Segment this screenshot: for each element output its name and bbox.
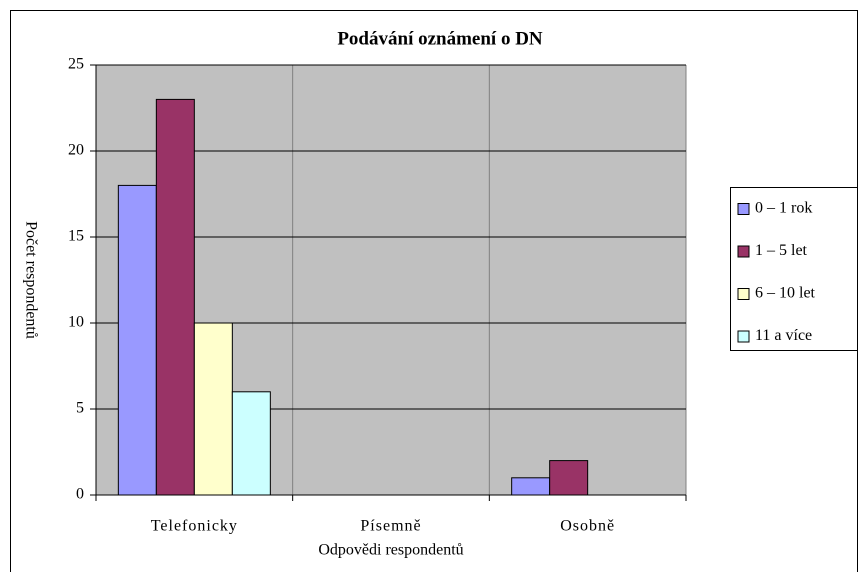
legend-box bbox=[730, 187, 858, 351]
chart-title: Podávání oznámení o DN bbox=[337, 28, 543, 49]
legend-label: 0 – 1 rok bbox=[755, 200, 812, 217]
x-tick-label: Telefonicky bbox=[151, 518, 238, 535]
y-tick-label: 20 bbox=[68, 142, 84, 159]
y-tick-label: 0 bbox=[76, 486, 84, 503]
legend-swatch bbox=[737, 203, 750, 215]
y-axis-label: Počet respondentů bbox=[22, 221, 39, 339]
legend-label: 6 – 10 let bbox=[755, 285, 816, 302]
x-tick-label: Osobně bbox=[560, 518, 615, 535]
legend-label: 1 – 5 let bbox=[755, 242, 808, 259]
y-tick-label: 10 bbox=[68, 314, 84, 331]
legend-swatch bbox=[737, 245, 750, 258]
legend-swatch bbox=[737, 288, 750, 300]
bar bbox=[231, 391, 271, 496]
legend-label: 11 a více bbox=[755, 327, 812, 344]
x-tick-label: Písemně bbox=[360, 518, 421, 535]
x-axis-label: Odpovědi respondentů bbox=[318, 542, 463, 559]
y-tick-label: 25 bbox=[68, 56, 84, 73]
bar bbox=[193, 322, 233, 496]
bar bbox=[155, 98, 195, 496]
legend-swatch bbox=[737, 330, 750, 343]
y-tick-label: 15 bbox=[68, 228, 84, 245]
bar bbox=[117, 184, 157, 496]
bar bbox=[511, 477, 551, 496]
bar bbox=[549, 460, 589, 496]
y-tick-label: 5 bbox=[76, 400, 84, 417]
